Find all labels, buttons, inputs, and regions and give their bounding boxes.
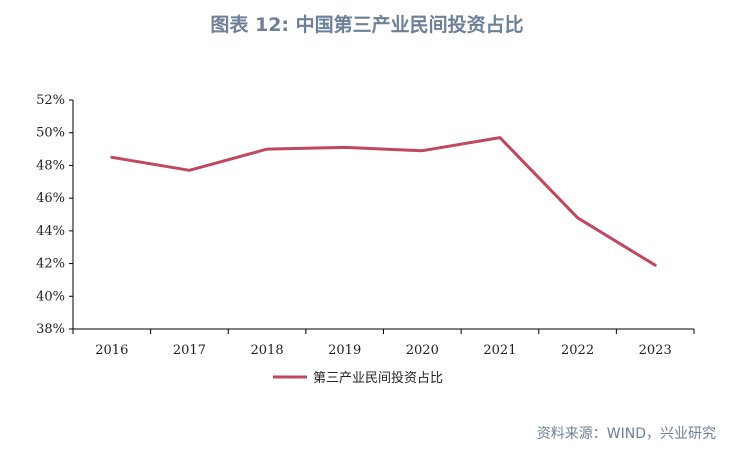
- x-tick-label: 2017: [173, 343, 206, 358]
- data-point: [499, 137, 501, 139]
- x-tick-label: 2019: [328, 343, 361, 358]
- x-tick-label: 2016: [95, 343, 128, 358]
- x-axis-ticks: 2016 2017 2018 2019 2020 2021 2022 2023: [72, 329, 695, 358]
- data-point: [577, 217, 579, 219]
- y-axis-ticks: 38% 40% 42% 44% 46% 48% 50% 52%: [36, 93, 73, 337]
- data-point: [266, 148, 268, 150]
- data-point: [111, 156, 113, 158]
- legend-label: 第三产业民间投资占比: [313, 370, 443, 386]
- chart-title: 图表 12: 中国第三产业民间投资占比: [210, 14, 524, 36]
- x-tick-label: 2022: [561, 343, 594, 358]
- y-tick-label: 52%: [36, 93, 65, 108]
- y-tick-label: 38%: [36, 322, 65, 337]
- series-layer: [110, 136, 657, 267]
- data-point: [188, 169, 190, 171]
- y-tick-label: 44%: [36, 224, 65, 239]
- y-tick-label: 46%: [36, 191, 65, 206]
- series-line: [110, 136, 657, 267]
- source-note: 资料来源：WIND，兴业研究: [536, 426, 716, 442]
- legend: 第三产业民间投资占比: [273, 370, 443, 386]
- data-point: [654, 264, 656, 266]
- x-tick-label: 2020: [406, 343, 439, 358]
- data-point: [421, 150, 423, 152]
- x-tick-label: 2023: [639, 343, 672, 358]
- y-tick-label: 42%: [36, 257, 65, 272]
- y-tick-label: 48%: [36, 158, 65, 173]
- axes: [72, 100, 694, 330]
- x-tick-label: 2018: [251, 343, 284, 358]
- y-tick-label: 40%: [36, 289, 65, 304]
- x-tick-label: 2021: [483, 343, 516, 358]
- data-point: [344, 146, 346, 148]
- y-tick-label: 50%: [36, 126, 65, 141]
